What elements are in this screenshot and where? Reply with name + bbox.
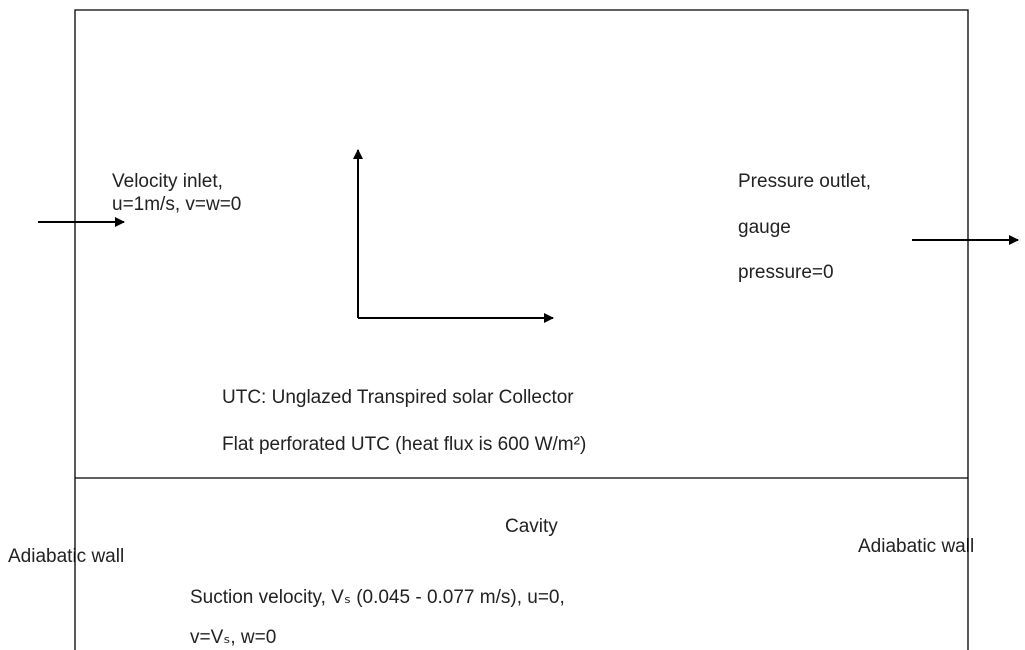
inlet-label: Velocity inlet,: [112, 171, 223, 192]
suction-label: v=Vₛ, w=0: [190, 627, 276, 648]
domain-boundary: [74, 9, 969, 650]
outlet-label: pressure=0: [738, 262, 834, 283]
suction-label: Suction velocity, Vₛ (0.045 - 0.077 m/s)…: [190, 587, 565, 608]
inlet-label: u=1m/s, v=w=0: [112, 194, 241, 215]
collector-definition: UTC: Unglazed Transpired solar Collector: [222, 387, 574, 408]
outlet-label: gauge: [738, 217, 791, 238]
left-wall-label: Adiabatic wall: [8, 546, 124, 567]
outlet-label: Pressure outlet,: [738, 171, 871, 192]
cavity-label: Cavity: [505, 516, 558, 537]
right-wall-label: Adiabatic wall: [858, 536, 974, 557]
collector-plate-label: Flat perforated UTC (heat flux is 600 W/…: [222, 434, 586, 455]
